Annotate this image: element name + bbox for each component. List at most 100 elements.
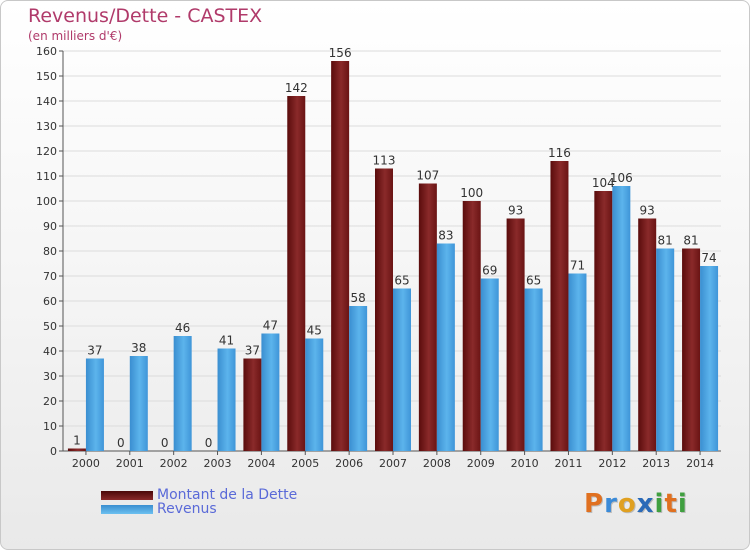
bar-dette [638, 218, 657, 451]
bar-revenus [524, 288, 543, 451]
value-label-dette: 104 [592, 176, 615, 190]
value-label-revenus: 71 [570, 259, 585, 273]
legend-item-dette: Montant de la Dette [101, 487, 297, 503]
y-tick-label: 140 [36, 95, 57, 108]
value-label-dette: 93 [640, 204, 655, 218]
y-tick-label: 150 [36, 70, 57, 83]
y-tick-label: 160 [36, 45, 57, 58]
value-label-dette: 142 [285, 81, 308, 95]
value-label-revenus: 45 [307, 324, 322, 338]
bar-revenus [217, 348, 236, 451]
value-label-dette: 0 [161, 436, 169, 450]
bar-revenus [305, 338, 324, 451]
bar-revenus [700, 266, 719, 451]
bar-revenus [480, 278, 499, 451]
value-label-revenus: 41 [219, 334, 234, 348]
y-tick-label: 30 [43, 370, 57, 383]
bar-revenus [349, 306, 368, 451]
value-label-revenus: 46 [175, 321, 190, 335]
x-tick-label: 2007 [379, 457, 407, 470]
logo-letter: x [636, 489, 655, 519]
logo-letter: i [677, 489, 688, 519]
chart-title: Revenus/Dette - CASTEX [28, 5, 263, 27]
y-tick-label: 20 [43, 395, 57, 408]
y-tick-label: 100 [36, 195, 57, 208]
bars [67, 61, 719, 451]
bar-revenus [85, 358, 104, 451]
bar-revenus [129, 356, 148, 451]
x-tick-label: 2003 [204, 457, 232, 470]
x-tick-label: 2010 [511, 457, 539, 470]
bar-dette [550, 161, 569, 451]
bar-revenus [568, 273, 587, 451]
bar-dette [67, 448, 86, 451]
value-label-dette: 107 [416, 169, 439, 183]
value-label-dette: 0 [205, 436, 213, 450]
x-tick-label: 2013 [642, 457, 670, 470]
value-label-dette: 1 [73, 434, 81, 448]
axes: 0102030405060708090100110120130140150160… [36, 45, 721, 470]
y-tick-label: 80 [43, 245, 57, 258]
y-tick-label: 0 [50, 445, 57, 458]
bar-revenus [173, 336, 192, 451]
logo-letter: t [664, 489, 678, 519]
value-label-dette: 156 [329, 46, 352, 60]
value-label-revenus: 37 [87, 344, 102, 358]
value-label-revenus: 65 [526, 274, 541, 288]
x-tick-label: 2011 [554, 457, 582, 470]
legend-item-revenus: Revenus [101, 501, 297, 517]
bar-dette [243, 358, 262, 451]
x-tick-label: 2006 [335, 457, 363, 470]
bar-dette [594, 191, 613, 451]
value-label-dette: 93 [508, 204, 523, 218]
bar-dette [287, 96, 306, 451]
bar-revenus [436, 243, 455, 451]
bar-revenus [261, 333, 280, 451]
value-label-revenus: 83 [438, 229, 453, 243]
bar-dette [462, 201, 481, 451]
value-label-revenus: 81 [658, 234, 673, 248]
legend-label-dette: Montant de la Dette [157, 487, 298, 503]
bar-revenus [393, 288, 411, 451]
bar-dette [375, 168, 393, 451]
y-tick-label: 60 [43, 295, 57, 308]
x-tick-label: 2009 [467, 457, 495, 470]
bar-dette [331, 61, 350, 451]
value-label-revenus: 106 [610, 171, 633, 185]
proxiti-logo: Proxiti [584, 489, 688, 519]
x-tick-label: 2001 [116, 457, 144, 470]
y-tick-label: 70 [43, 270, 57, 283]
chart-subtitle: (en milliers d'€) [28, 29, 123, 43]
bar-dette [418, 183, 437, 451]
y-tick-label: 40 [43, 345, 57, 358]
value-labels: 1370380460413747142451565811365107831006… [73, 46, 717, 450]
x-tick-label: 2000 [72, 457, 100, 470]
bar-revenus [612, 186, 631, 451]
y-tick-label: 50 [43, 320, 57, 333]
legend-swatch-revenus [101, 504, 153, 514]
logo-letter: P [584, 489, 605, 519]
value-label-revenus: 74 [701, 251, 716, 265]
value-label-dette: 113 [373, 154, 396, 168]
value-label-revenus: 47 [263, 319, 278, 333]
logo-letter: r [604, 489, 618, 519]
bar-dette [506, 218, 525, 451]
y-tick-label: 10 [43, 420, 57, 433]
y-tick-label: 120 [36, 145, 57, 158]
legend-swatch-dette [101, 490, 153, 500]
bar-dette [682, 248, 701, 451]
bar-revenus [656, 248, 675, 451]
value-label-dette: 0 [117, 436, 125, 450]
x-tick-label: 2008 [423, 457, 451, 470]
legend: Montant de la Dette Revenus [101, 487, 297, 517]
x-tick-label: 2002 [160, 457, 188, 470]
y-tick-label: 90 [43, 220, 57, 233]
value-label-dette: 81 [683, 234, 698, 248]
x-tick-label: 2012 [598, 457, 626, 470]
value-label-revenus: 65 [394, 274, 409, 288]
value-label-revenus: 69 [482, 264, 497, 278]
value-label-dette: 100 [460, 186, 483, 200]
y-tick-label: 130 [36, 120, 57, 133]
